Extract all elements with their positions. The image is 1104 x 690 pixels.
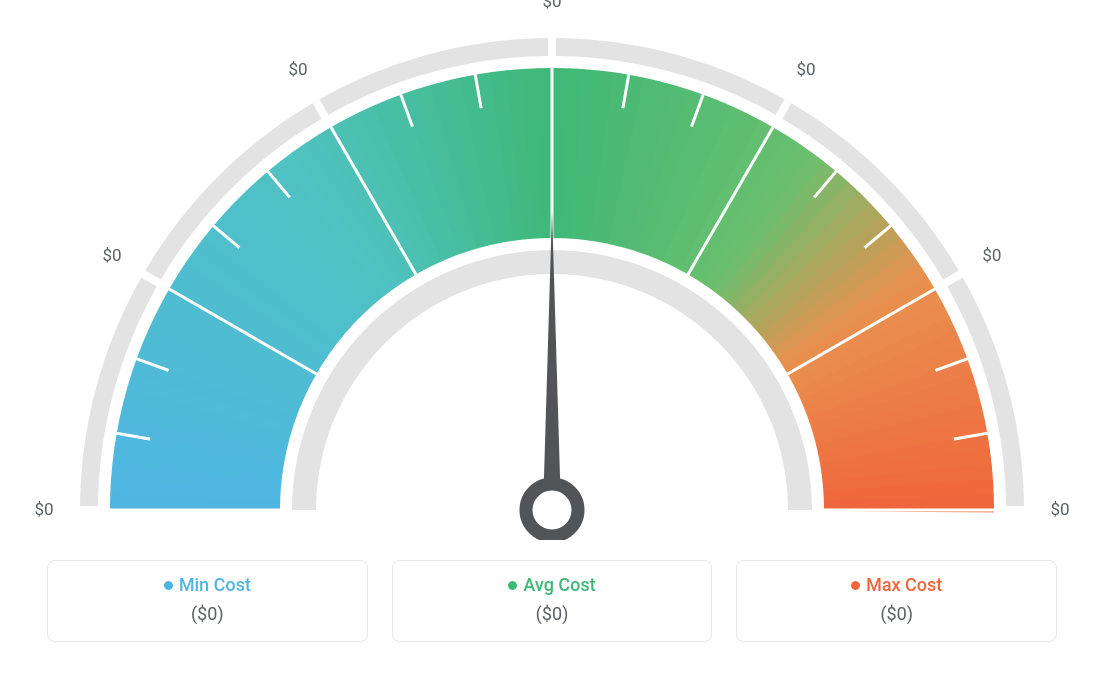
gauge-tick-label: $0 xyxy=(288,60,307,80)
legend-value-min: ($0) xyxy=(58,604,357,625)
legend-dot-icon xyxy=(164,581,173,590)
legend-title-max: Max Cost xyxy=(747,575,1046,596)
legend-label: Avg Cost xyxy=(523,575,595,596)
gauge-tick-label: $0 xyxy=(542,0,561,12)
gauge-tick-label: $0 xyxy=(34,500,53,520)
legend-dot-icon xyxy=(508,581,517,590)
legend-label: Min Cost xyxy=(179,575,251,596)
legend-value-avg: ($0) xyxy=(403,604,702,625)
cost-gauge-chart: $0$0$0$0$0$0$0 xyxy=(22,10,1082,540)
gauge-tick-label: $0 xyxy=(1050,500,1069,520)
legend-label: Max Cost xyxy=(866,575,942,596)
legend-card-avg: Avg Cost ($0) xyxy=(392,560,713,642)
legend-row: Min Cost ($0) Avg Cost ($0) Max Cost ($0) xyxy=(47,560,1057,642)
gauge-svg xyxy=(22,10,1082,540)
legend-card-max: Max Cost ($0) xyxy=(736,560,1057,642)
legend-title-avg: Avg Cost xyxy=(403,575,702,596)
legend-value-max: ($0) xyxy=(747,604,1046,625)
legend-title-min: Min Cost xyxy=(58,575,357,596)
gauge-tick-label: $0 xyxy=(796,60,815,80)
gauge-tick-label: $0 xyxy=(102,246,121,266)
legend-card-min: Min Cost ($0) xyxy=(47,560,368,642)
legend-dot-icon xyxy=(851,581,860,590)
gauge-tick-label: $0 xyxy=(982,246,1001,266)
